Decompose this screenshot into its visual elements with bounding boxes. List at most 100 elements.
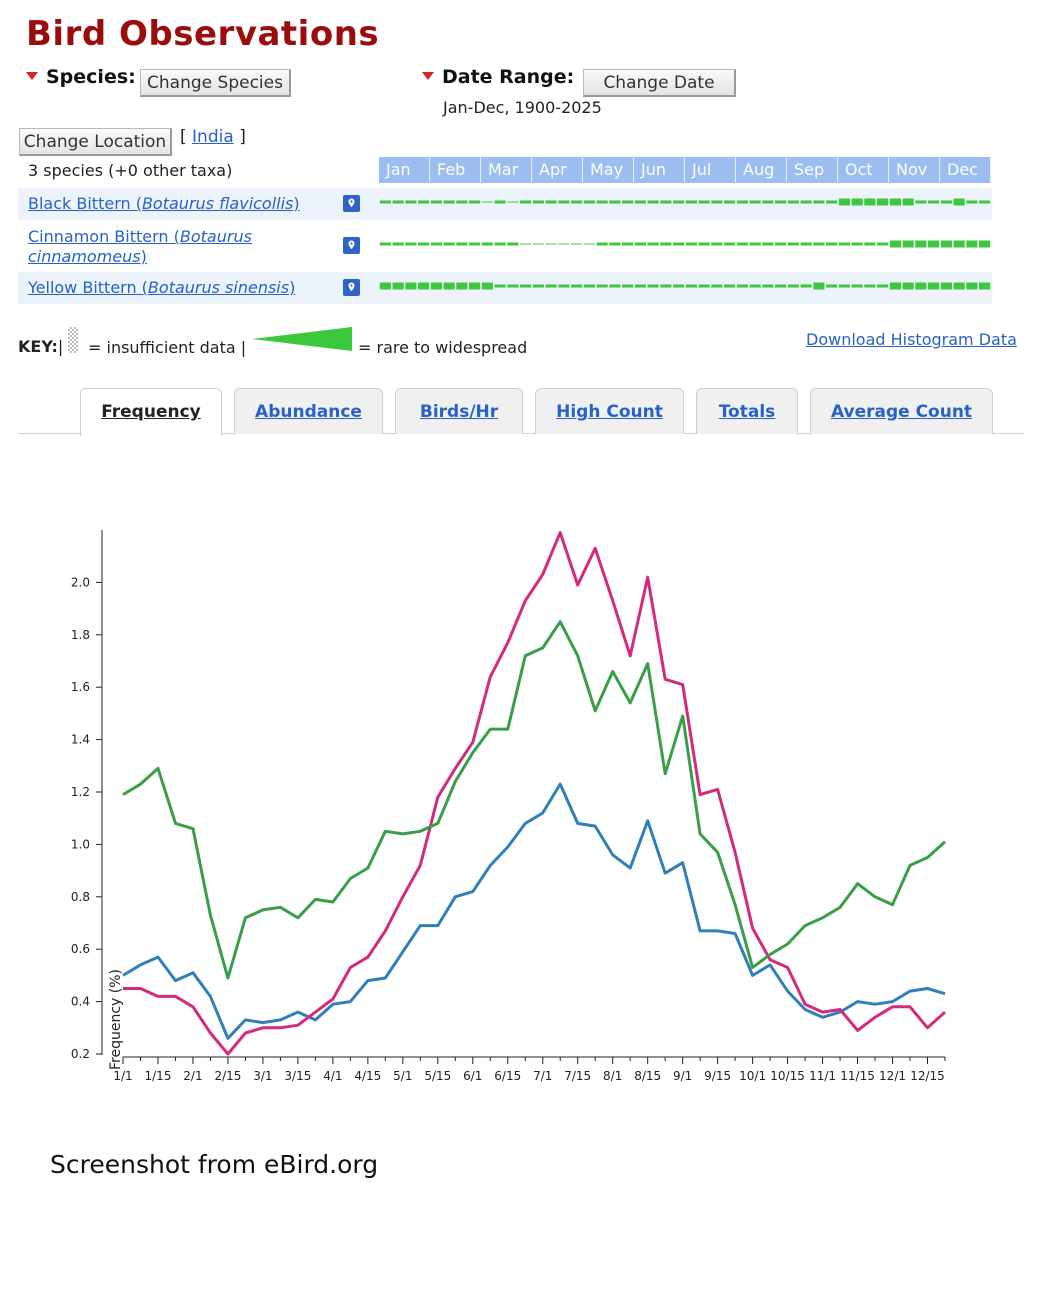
month-header-cell: Jun — [634, 157, 685, 183]
y-tick-label: 1.8 — [71, 628, 90, 642]
histogram-bar — [736, 200, 748, 204]
histogram-bar — [507, 201, 519, 203]
y-tick-label: 1.6 — [71, 680, 90, 694]
histogram-bar — [507, 242, 519, 246]
species-scientific-name: Botaurus sinensis — [147, 278, 290, 297]
histogram-bar — [596, 242, 608, 246]
x-tick-label: 7/15 — [564, 1069, 591, 1083]
histogram-bar — [902, 282, 914, 290]
change-date-button[interactable]: Change Date — [583, 69, 736, 97]
species-caret-icon[interactable] — [26, 71, 38, 80]
histogram-bar — [724, 284, 736, 288]
histogram-bar — [634, 242, 646, 246]
species-row: Yellow Bittern (Botaurus sinensis) — [18, 272, 992, 304]
y-tick-label: 2.0 — [71, 575, 90, 589]
x-tick-label: 3/1 — [253, 1069, 272, 1083]
histogram-bar — [800, 242, 812, 246]
histogram-bar — [775, 242, 787, 246]
y-axis-label: Frequency (%) — [108, 969, 124, 1070]
x-tick-label: 6/15 — [494, 1069, 521, 1083]
tab-totals[interactable]: Totals — [696, 388, 798, 434]
species-row: Black Bittern (Botaurus flavicollis) — [18, 188, 992, 220]
histogram-bar — [787, 284, 799, 288]
map-pin-icon[interactable] — [343, 237, 360, 254]
histogram-bar — [609, 242, 621, 246]
histogram-bar — [749, 284, 761, 288]
x-tick-label: 2/15 — [214, 1069, 241, 1083]
histogram-bar — [979, 282, 991, 290]
x-tick-label: 1/15 — [145, 1069, 172, 1083]
histogram-bar — [558, 243, 570, 245]
key-separator: | — [57, 337, 64, 356]
map-pin-icon[interactable] — [343, 279, 360, 296]
histogram-bar — [622, 242, 634, 246]
histogram-bar — [928, 200, 940, 204]
histogram-bar — [813, 200, 825, 204]
tab-abundance[interactable]: Abundance — [234, 388, 383, 434]
x-tick-label: 5/15 — [424, 1069, 451, 1083]
histogram-key: KEY:| — [18, 337, 63, 356]
histogram-bar — [813, 282, 825, 290]
change-species-button[interactable]: Change Species — [140, 69, 291, 97]
location-link[interactable]: India — [192, 127, 234, 147]
histogram-bar — [762, 284, 774, 288]
species-common-name: Yellow Bittern ( — [28, 278, 148, 297]
series-line-black-bittern — [122, 782, 946, 1040]
x-tick-label: 1/1 — [113, 1069, 132, 1083]
month-header-cell: Apr — [532, 157, 583, 183]
x-tick-label: 8/1 — [603, 1069, 622, 1083]
species-link-black-bittern[interactable]: Black Bittern (Botaurus flavicollis) — [28, 194, 300, 214]
species-count: 3 species (+0 other taxa) — [28, 161, 233, 180]
histogram-bar — [673, 200, 685, 204]
location-bracket-close: ] — [239, 127, 246, 147]
page-title: Bird Observations — [26, 14, 380, 54]
x-tick-label: 7/1 — [533, 1069, 552, 1083]
histogram-bar — [736, 242, 748, 246]
histogram-bar — [851, 198, 863, 206]
species-link-cinnamon-bittern[interactable]: Cinnamon Bittern (Botaurus cinnamomeus) — [28, 227, 288, 267]
histogram-bar — [953, 240, 965, 248]
histogram-bar — [928, 282, 940, 290]
download-histogram-link[interactable]: Download Histogram Data — [806, 330, 1017, 349]
histogram-bar — [838, 242, 850, 246]
species-close-paren: ) — [293, 194, 300, 213]
histogram-bar — [889, 282, 901, 290]
species-common-name: Cinnamon Bittern ( — [28, 227, 180, 246]
histogram-bar — [405, 282, 417, 290]
histogram-bar — [953, 198, 965, 206]
histogram-bar — [864, 198, 876, 206]
histogram-bar — [851, 242, 863, 246]
tab-frequency[interactable]: Frequency — [80, 388, 222, 436]
map-pin-icon[interactable] — [343, 195, 360, 212]
x-tick-label: 8/15 — [634, 1069, 661, 1083]
histogram-bar — [711, 200, 723, 204]
histogram-bar — [940, 282, 952, 290]
footer-caption: Screenshot from eBird.org — [50, 1150, 379, 1179]
histogram-bar — [902, 198, 914, 206]
histogram-bar — [520, 243, 532, 245]
tab-high-count[interactable]: High Count — [535, 388, 684, 434]
histogram-bar — [507, 284, 519, 288]
frequency-histogram-cinnamon-bittern — [379, 240, 991, 248]
histogram-bar — [698, 242, 710, 246]
histogram-bar — [596, 200, 608, 204]
histogram-bar — [481, 201, 493, 203]
tab-average-count[interactable]: Average Count — [810, 388, 993, 434]
change-location-button[interactable]: Change Location — [19, 128, 172, 156]
species-link-yellow-bittern[interactable]: Yellow Bittern (Botaurus sinensis) — [28, 278, 295, 298]
date-range-caret-icon[interactable] — [422, 71, 434, 80]
histogram-bar — [494, 200, 506, 204]
species-scientific-name: Botaurus flavicollis — [141, 194, 294, 213]
histogram-bar — [826, 200, 838, 204]
month-header-cell: Oct — [838, 157, 889, 183]
histogram-bar — [889, 198, 901, 206]
date-range-label-group[interactable]: Date Range: — [422, 66, 574, 88]
histogram-bar — [838, 198, 850, 206]
histogram-bar — [749, 242, 761, 246]
histogram-bar — [532, 284, 544, 288]
histogram-bar — [915, 282, 927, 290]
frequency-line-chart: Frequency (%) 0.2 0.4 0.6 0.8 1.0 1.2 1.4 1.6 1.… — [71, 530, 947, 1083]
species-label-group[interactable]: Species: — [26, 66, 136, 88]
histogram-bar — [673, 242, 685, 246]
tab-birds-hr[interactable]: Birds/Hr — [395, 388, 523, 434]
